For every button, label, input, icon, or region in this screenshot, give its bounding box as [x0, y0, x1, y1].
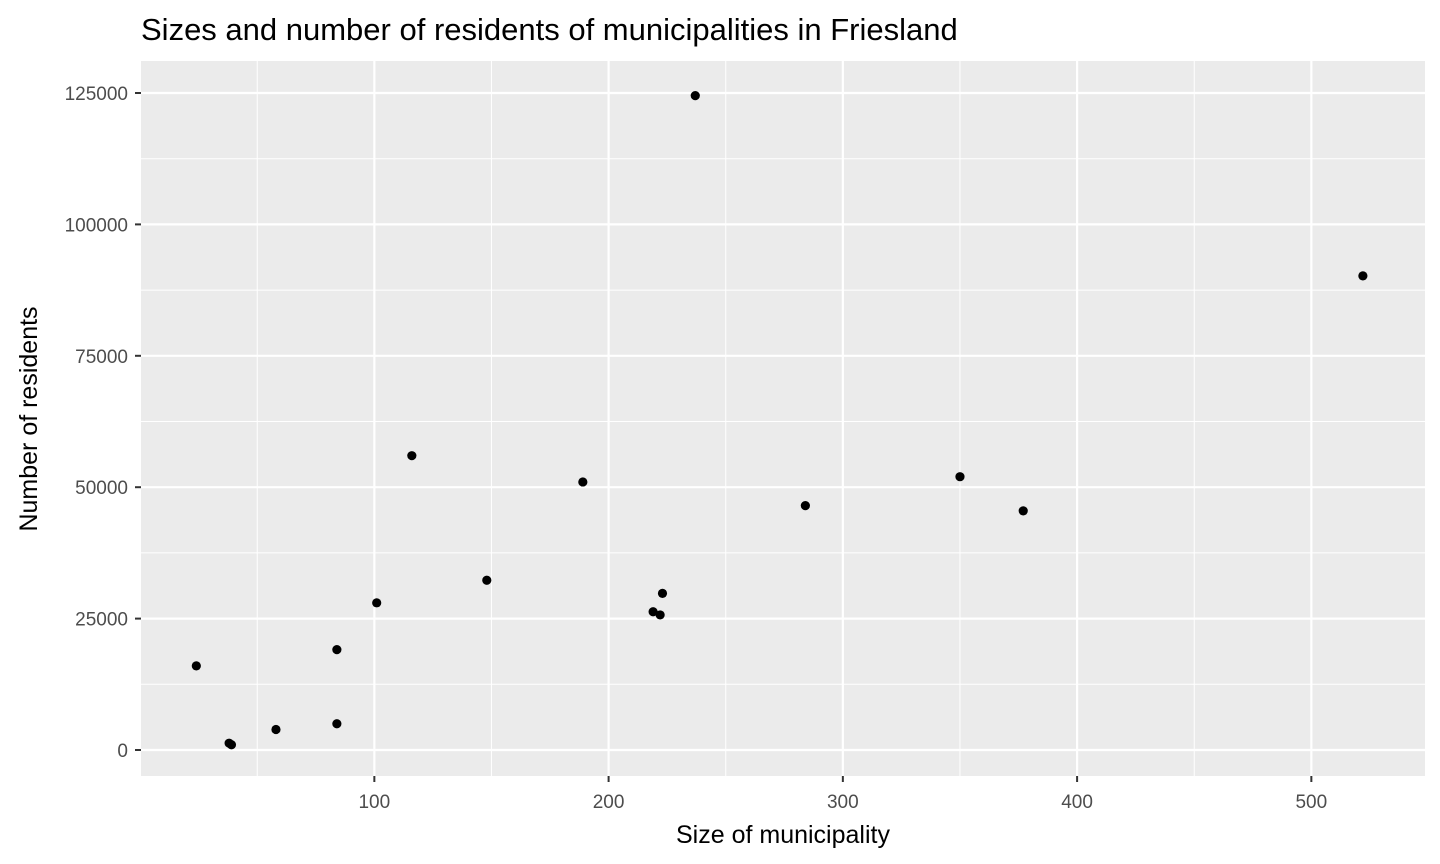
x-tick-label: 100 [358, 792, 390, 813]
y-axis-ticks: 0 25000 50000 75000 100000 125000 [65, 84, 141, 762]
x-tick-label: 400 [1061, 792, 1093, 813]
data-point [955, 472, 965, 482]
data-point [191, 661, 201, 671]
data-point [578, 477, 588, 487]
y-tick-label: 50000 [75, 478, 128, 499]
major-gridlines [141, 61, 1425, 776]
data-point [657, 588, 668, 598]
plot-panel [141, 61, 1425, 776]
data-point [648, 607, 658, 617]
chart-title: Sizes and number of residents of municip… [141, 12, 958, 47]
data-point [332, 719, 342, 729]
data-point [800, 500, 810, 511]
x-tick-label: 300 [827, 792, 859, 813]
data-point [690, 91, 700, 101]
data-point [271, 724, 281, 735]
data-point [332, 645, 342, 655]
data-point [482, 575, 492, 585]
y-tick-label: 75000 [75, 347, 128, 368]
data-point [655, 610, 665, 620]
y-tick-label: 125000 [65, 84, 128, 105]
y-axis-title: Number of residents [15, 306, 43, 531]
data-point [1358, 271, 1368, 281]
x-axis-title: Size of municipality [676, 821, 890, 849]
x-tick-label: 500 [1295, 792, 1327, 813]
data-point [1018, 506, 1028, 516]
data-point [407, 451, 417, 461]
y-tick-label: 25000 [75, 610, 128, 631]
x-tick-label: 200 [593, 792, 625, 813]
x-axis-ticks: 100 200 300 400 500 [358, 776, 1327, 813]
minor-gridlines [141, 61, 1425, 776]
y-tick-label: 100000 [65, 215, 128, 236]
data-points [191, 91, 1368, 750]
y-tick-label: 0 [117, 741, 128, 762]
data-point [372, 598, 382, 608]
data-point [226, 740, 237, 750]
